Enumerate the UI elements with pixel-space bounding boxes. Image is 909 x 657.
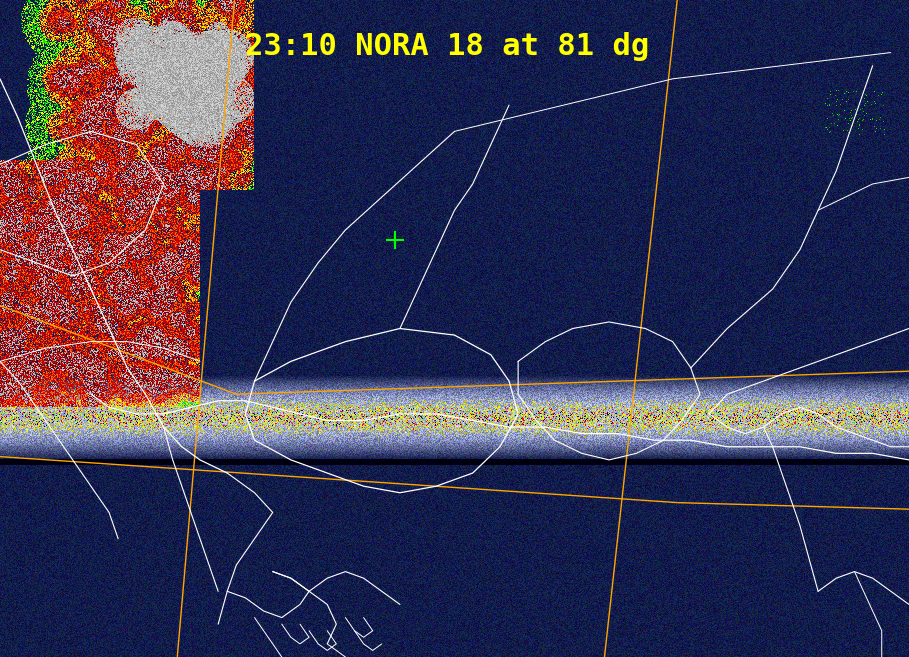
Text: 23:10 NORA 18 at 81 dg: 23:10 NORA 18 at 81 dg [245,32,649,61]
